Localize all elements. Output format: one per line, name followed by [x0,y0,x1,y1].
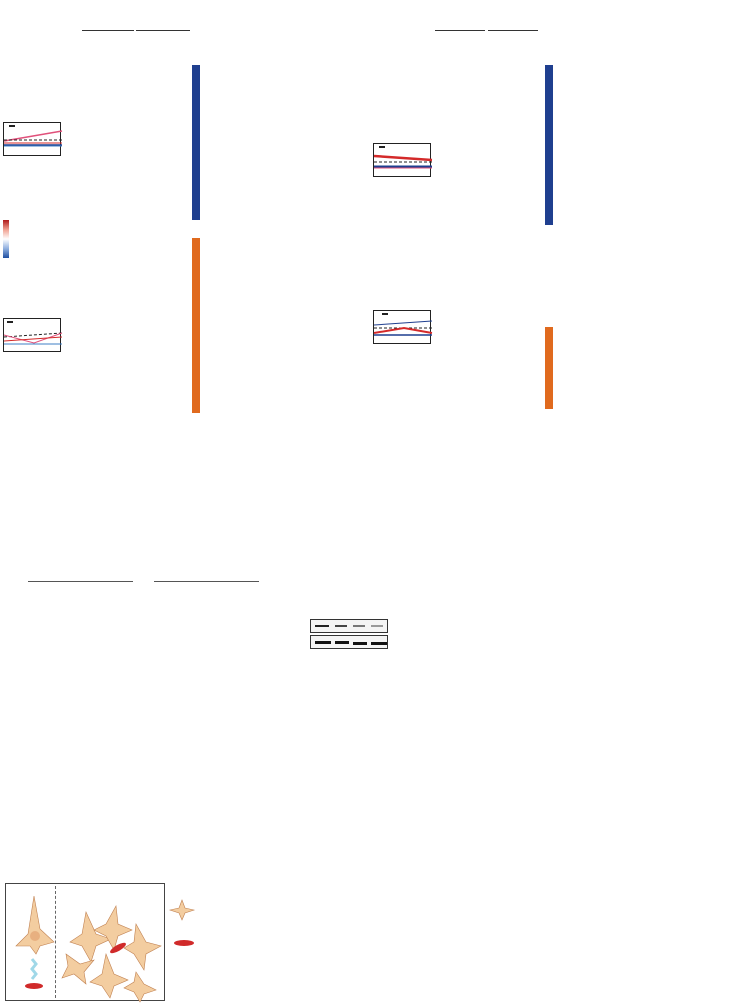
c2-inset-b [373,310,433,344]
c1-inset-b [373,143,433,177]
schematic-divider [55,886,56,998]
d-line-h2 [154,581,259,582]
cluster-bar-n29 [545,65,553,225]
group-line-24h-b [488,30,538,31]
cluster-bar-n9 [545,327,553,409]
group-line-2h [82,30,134,31]
c1-inset-a [3,122,63,156]
wb-band-bactin [310,635,388,649]
zscore-colorbar [3,220,9,258]
legend-hepg2-cell-icon [174,940,194,946]
schematic-box [5,883,165,1003]
schematic-cells-illustration [15,895,162,1003]
wb-band-vimentin [310,619,388,633]
cluster-bar-n52 [192,238,200,413]
group-line-24h [136,30,190,31]
c2-inset-a [3,318,63,352]
cluster-bar-n51 [192,65,200,220]
group-line-2h-b [435,30,485,31]
legend-msc-cell-icon [168,899,196,921]
d-line-ctrl [28,581,133,582]
